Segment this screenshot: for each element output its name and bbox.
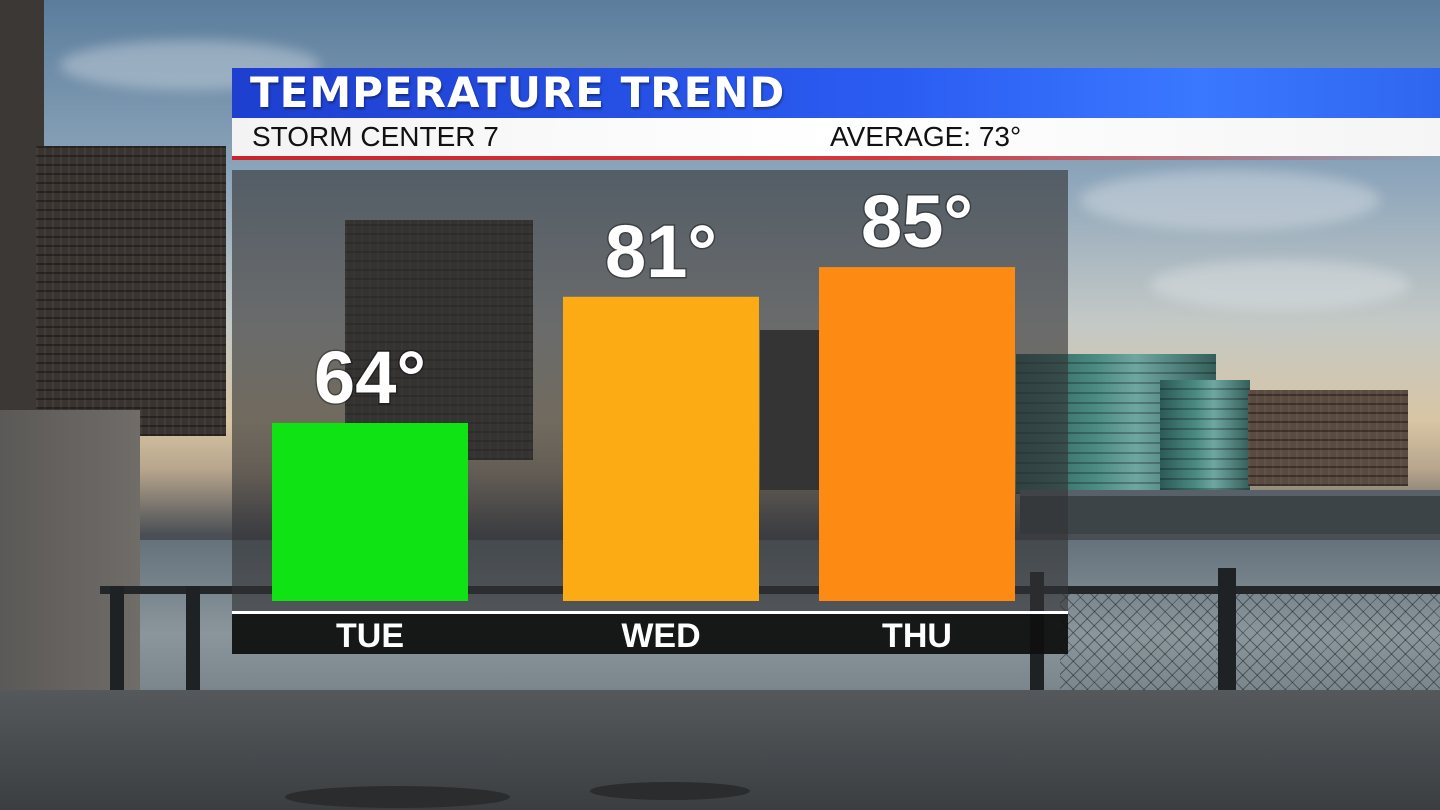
glass-building xyxy=(1160,380,1250,490)
fence-post xyxy=(186,586,200,696)
accent-line xyxy=(232,156,1440,160)
category-label-thu: THU xyxy=(882,617,952,654)
bar-tue xyxy=(272,422,468,601)
fence-post xyxy=(110,586,124,696)
bridge-rail xyxy=(1020,490,1440,498)
bridge xyxy=(1020,496,1440,534)
chart-panel: 64° TUE 81° WED 85° THU xyxy=(232,170,1068,654)
category-label-tue: TUE xyxy=(336,617,404,654)
station-name: STORM CENTER 7 xyxy=(252,121,499,152)
value-label-tue: 64° xyxy=(314,336,426,419)
category-label-wed: WED xyxy=(621,617,700,654)
bar-thu xyxy=(819,267,1015,601)
x-axis-line xyxy=(232,611,1068,614)
graphic-title: TEMPERATURE TREND xyxy=(250,68,786,117)
bar-wed xyxy=(563,296,759,601)
office-building xyxy=(1248,390,1408,486)
cloud xyxy=(1150,260,1410,310)
manhole-cover xyxy=(590,782,750,800)
value-label-wed: 81° xyxy=(605,210,717,293)
manhole-cover xyxy=(285,786,510,808)
value-label-thu: 85° xyxy=(861,180,973,263)
category-strip xyxy=(232,614,1068,654)
temperature-bar-chart: 64° TUE 81° WED 85° THU xyxy=(232,179,1068,654)
subtitle-bar: STORM CENTER 7 AVERAGE: 73° xyxy=(232,118,1440,156)
title-bar: TEMPERATURE TREND xyxy=(232,68,1440,118)
office-building xyxy=(36,146,226,436)
cloud xyxy=(1080,170,1380,230)
average-temperature: AVERAGE: 73° xyxy=(830,121,1022,152)
